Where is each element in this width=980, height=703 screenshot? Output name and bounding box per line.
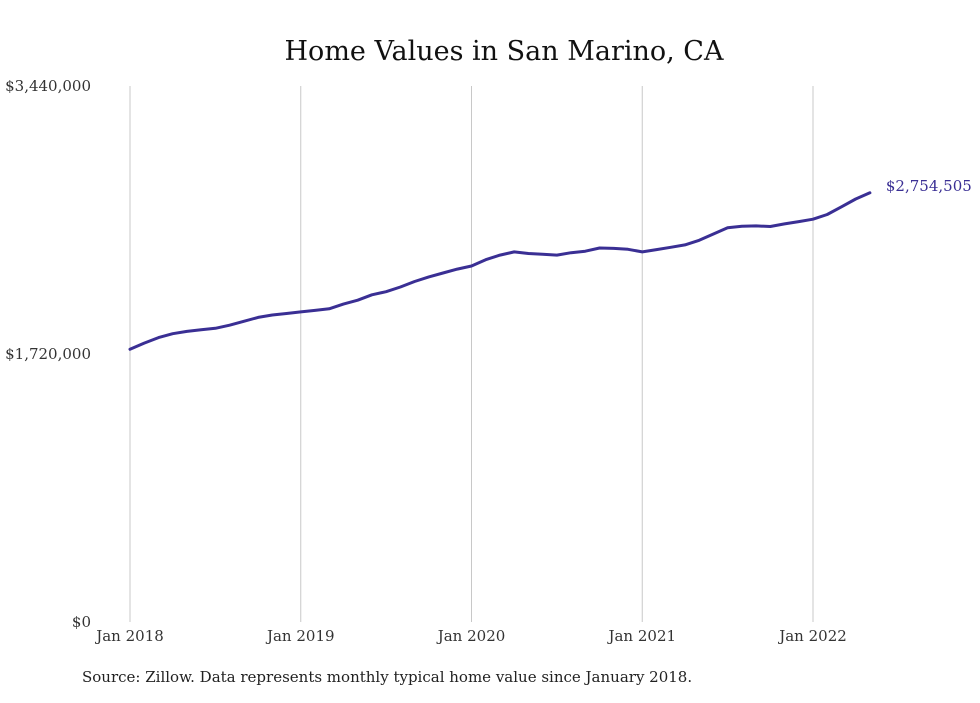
x-tick-label: Jan 2018: [94, 627, 164, 645]
y-tick-label: $3,440,000: [5, 77, 91, 95]
x-tick-label: Jan 2022: [777, 627, 847, 645]
end-value-label: $2,754,505: [886, 177, 972, 195]
source-note: Source: Zillow. Data represents monthly …: [82, 668, 692, 686]
x-axis-ticks: Jan 2018 Jan 2019 Jan 2020 Jan 2021 Jan 2022: [94, 627, 847, 645]
x-tick-label: Jan 2019: [265, 627, 335, 645]
y-tick-label: $0: [72, 613, 91, 631]
y-tick-label: $1,720,000: [5, 345, 91, 363]
series-line-0: [128, 191, 872, 351]
series-layer: [128, 191, 872, 351]
chart-title: Home Values in San Marino, CA: [285, 36, 724, 67]
x-tick-label: Jan 2021: [606, 627, 676, 645]
gridlines: [129, 86, 814, 622]
x-tick-label: Jan 2020: [436, 627, 506, 645]
y-axis-ticks: $3,440,000 $1,720,000 $0: [5, 77, 91, 631]
